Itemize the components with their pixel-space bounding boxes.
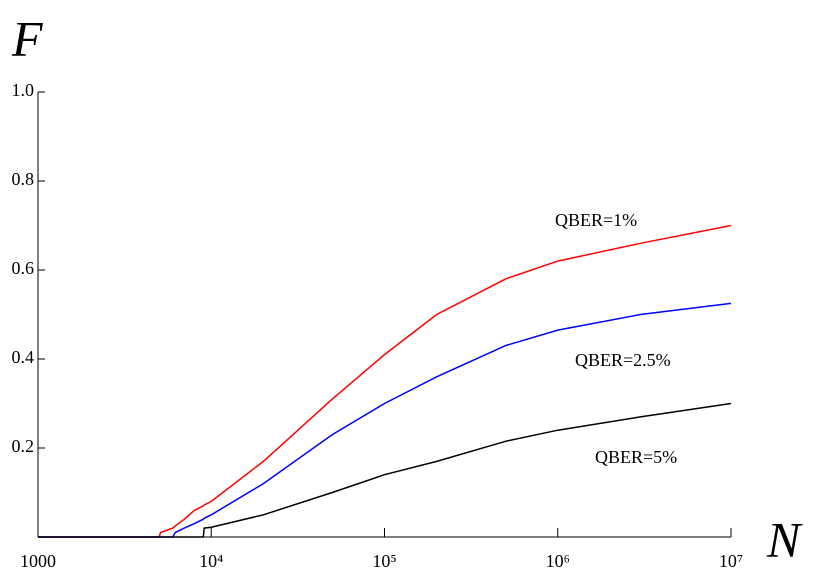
line-label: QBER=5% [595, 447, 677, 467]
y-tick-label: 0.2 [12, 436, 35, 456]
x-tick-label: 10⁶ [546, 551, 570, 571]
y-tick-label: 1.0 [12, 80, 35, 100]
y-axis-label: F [11, 10, 43, 66]
line-label: QBER=2.5% [575, 350, 671, 370]
data-line [38, 402, 732, 538]
line-label: QBER=1% [555, 210, 637, 230]
x-tick-label: 10⁵ [372, 551, 396, 571]
y-tick-label: 0.4 [12, 347, 35, 367]
y-tick-label: 0.8 [12, 169, 35, 189]
data-line [38, 302, 732, 538]
x-axis-label: N [766, 511, 803, 567]
y-tick-label: 0.6 [12, 258, 35, 278]
data-line [38, 224, 732, 538]
x-tick-label: 10⁷ [719, 551, 743, 571]
x-tick-label: 1000 [20, 551, 56, 571]
x-tick-label: 10⁴ [199, 551, 223, 571]
